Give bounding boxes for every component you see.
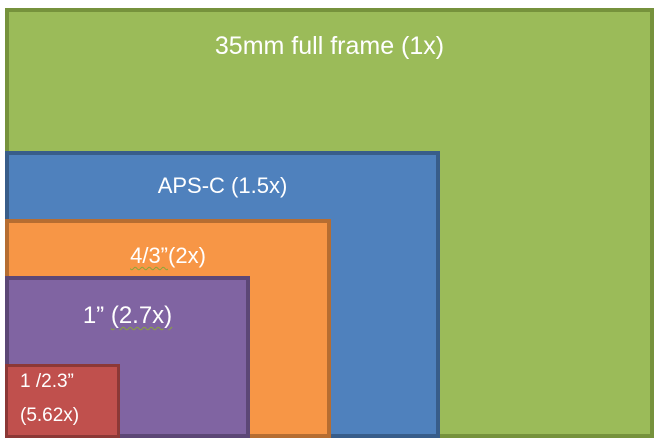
one-inch-size-text: 1” bbox=[82, 302, 105, 329]
aps-c-label: APS-C (1.5x) bbox=[157, 173, 288, 198]
four-thirds-label: 4/3”(2x) bbox=[9, 243, 327, 269]
small-sensor-size-label: 1 /2.3” bbox=[20, 371, 74, 392]
one-inch-label: 1” (2.7x) bbox=[9, 302, 246, 330]
one-inch-crop-text: (2.7x) bbox=[110, 302, 173, 329]
four-thirds-size-text: 4/3” bbox=[130, 243, 169, 268]
full-frame-label: 35mm full frame (1x) bbox=[214, 32, 445, 60]
small-sensor-rect: 1 /2.3” (5.62x) bbox=[5, 364, 120, 438]
four-thirds-crop-text: (2x) bbox=[168, 243, 206, 268]
small-sensor-crop-label: (5.62x) bbox=[20, 405, 80, 426]
